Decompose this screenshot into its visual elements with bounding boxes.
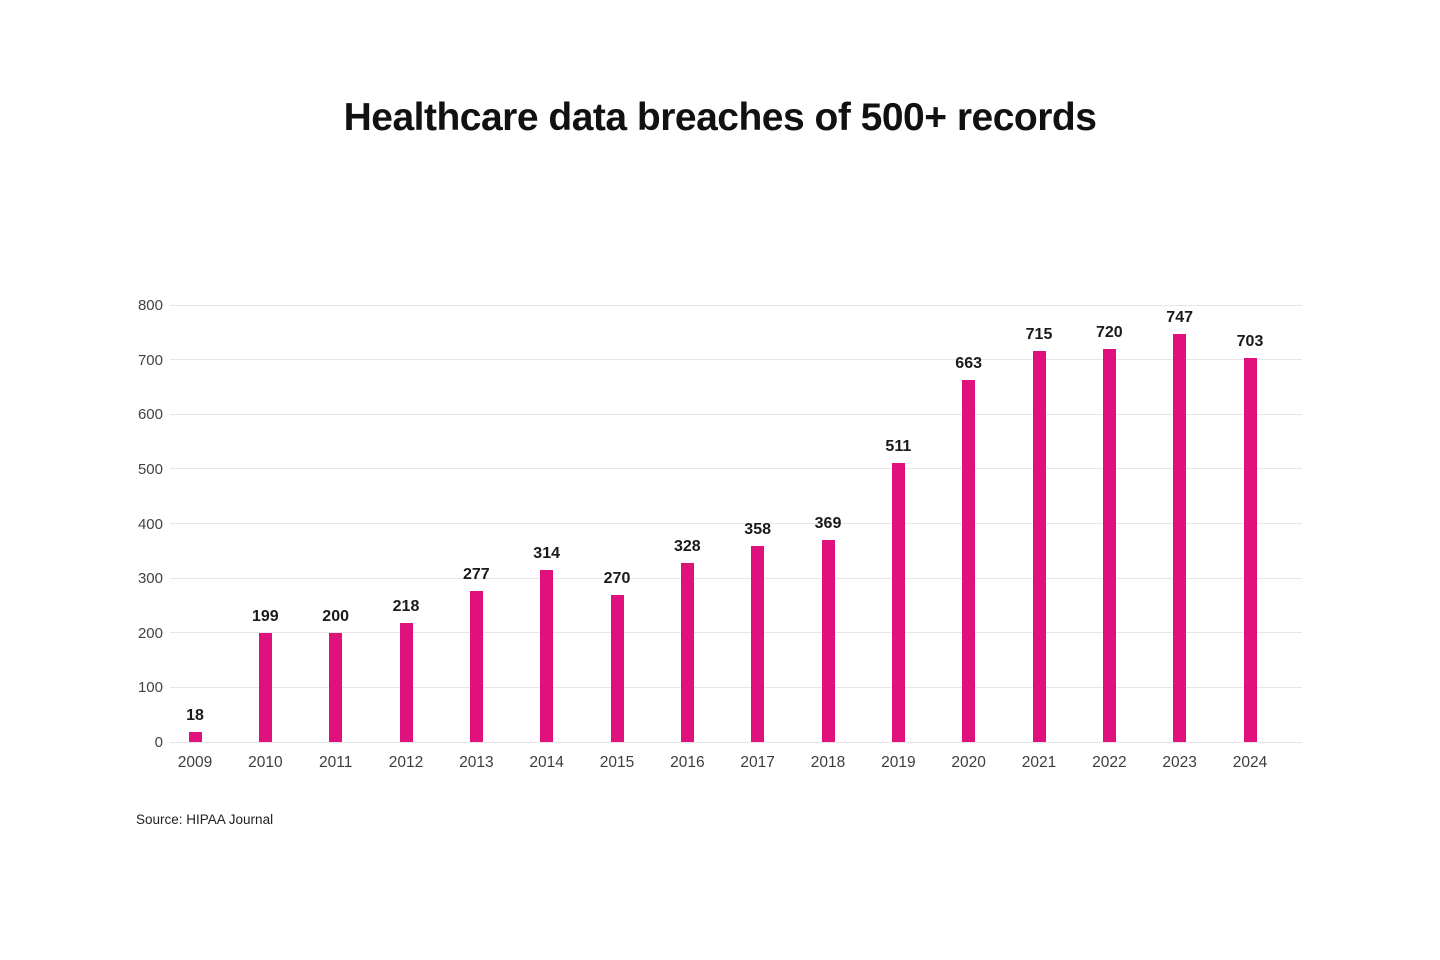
bar-value-label-2011: 200 — [322, 607, 349, 625]
bar-value-label-2015: 270 — [603, 569, 631, 587]
bar-value-label-2010: 199 — [251, 608, 279, 626]
source-note: Source: HIPAA Journal — [136, 812, 274, 827]
gridline-y-700 — [170, 359, 1302, 361]
bar-2013 — [469, 590, 483, 742]
bar-value-label-2009: 18 — [186, 707, 204, 725]
bar-value-label-2013: 277 — [462, 565, 490, 583]
bar-value-label-2014: 314 — [533, 545, 560, 563]
x-axis-tick-label-2020: 2020 — [951, 754, 986, 771]
y-axis-tick-label: 500 — [137, 460, 163, 478]
x-axis-tick-label-2009: 2009 — [177, 754, 213, 771]
bar-value-label-2018: 369 — [814, 515, 842, 533]
x-axis-tick-label-2012: 2012 — [388, 754, 424, 771]
chart-title: Healthcare data breaches of 500+ records — [343, 96, 1097, 139]
bar-value-label-2021: 715 — [1025, 326, 1053, 344]
bar-2024 — [1243, 357, 1257, 742]
y-axis-tick-label: 800 — [137, 297, 163, 314]
bar-2014 — [540, 570, 554, 742]
bar-2023 — [1173, 333, 1187, 742]
bar-2019 — [891, 462, 905, 742]
gridline-y-300 — [170, 577, 1302, 579]
x-axis-tick-label-2021: 2021 — [1021, 754, 1057, 771]
y-axis-tick-label: 600 — [137, 406, 163, 424]
x-axis-tick-label-2018: 2018 — [810, 754, 846, 771]
bar-2011 — [329, 632, 343, 742]
x-axis-tick-label-2010: 2010 — [248, 754, 283, 771]
bar-value-label-2024: 703 — [1236, 332, 1264, 350]
bar-2022 — [1102, 348, 1116, 742]
gridline-y-600 — [170, 413, 1302, 415]
x-axis-tick-label-2015: 2015 — [599, 754, 635, 771]
bar-2015 — [610, 594, 624, 742]
y-axis-tick-label: 200 — [137, 624, 163, 642]
x-axis-tick-label-2017: 2017 — [740, 754, 775, 771]
bar-2020 — [962, 379, 976, 742]
gridline-y-800 — [170, 304, 1302, 306]
y-axis-tick-label: 300 — [137, 570, 163, 588]
bar-2016 — [680, 562, 694, 742]
gridline-y-400 — [170, 523, 1302, 524]
x-axis-tick-label-2011: 2011 — [318, 754, 353, 771]
bar-2009 — [188, 732, 202, 742]
x-axis-tick-label-2014: 2014 — [529, 754, 564, 771]
x-axis-tick-label-2023: 2023 — [1162, 754, 1197, 771]
y-axis-tick-label: 0 — [154, 734, 163, 751]
y-axis-tick-label: 100 — [137, 679, 163, 697]
gridline-y-0 — [170, 741, 1302, 743]
bar-2010 — [258, 633, 272, 742]
x-axis-tick-label-2019: 2019 — [881, 754, 916, 771]
x-axis-tick-label-2013: 2013 — [459, 754, 494, 771]
y-axis-tick-label: 400 — [137, 515, 163, 533]
bar-value-label-2016: 328 — [673, 537, 701, 555]
bar-2021 — [1032, 351, 1046, 742]
gridline-y-200 — [170, 632, 1302, 634]
bar-value-label-2017: 358 — [744, 521, 771, 539]
gridline-y-500 — [170, 468, 1302, 470]
x-axis-tick-label-2022: 2022 — [1092, 754, 1127, 771]
y-axis-tick-label: 700 — [137, 351, 163, 369]
bar-value-label-2022: 720 — [1095, 323, 1123, 341]
bar-value-label-2019: 511 — [885, 437, 912, 455]
bar-value-label-2020: 663 — [955, 354, 982, 372]
bar-2017 — [751, 546, 765, 742]
bar-value-label-2023: 747 — [1166, 308, 1193, 326]
gridline-y-100 — [170, 686, 1302, 688]
x-axis-tick-label-2016: 2016 — [670, 754, 705, 771]
bar-value-label-2012: 218 — [392, 597, 420, 615]
x-axis-tick-label-2024: 2024 — [1232, 754, 1268, 771]
bar-2018 — [821, 540, 835, 742]
bar-2012 — [399, 622, 413, 742]
